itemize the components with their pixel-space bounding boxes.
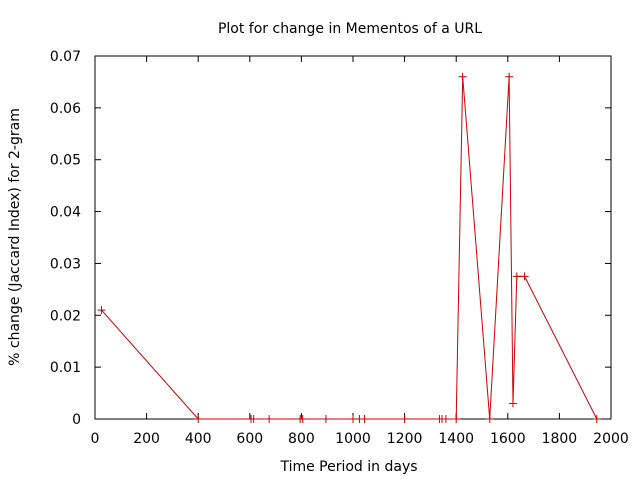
x-tick-label: 200	[133, 431, 160, 447]
data-point	[458, 72, 467, 81]
x-tick-label: 1400	[438, 431, 474, 447]
data-point	[97, 306, 106, 315]
data-point	[321, 415, 330, 423]
y-axis: 0 0.01 0.02 0.03 0.04 0.05 0.06 0.07	[50, 49, 611, 428]
data-point	[512, 272, 521, 281]
x-tick-label: 1000	[335, 431, 371, 447]
data-point	[441, 415, 450, 423]
plot-frame	[94, 55, 612, 420]
y-tick-label: 0.05	[50, 153, 81, 169]
x-tick-label: 1600	[490, 431, 526, 447]
series-layer	[97, 72, 601, 423]
data-point	[194, 415, 203, 423]
x-axis-label: Time Period in days	[279, 459, 417, 475]
y-tick-label: 0.06	[50, 101, 81, 117]
data-point	[360, 415, 369, 423]
data-point	[520, 272, 529, 281]
chart-title: Plot for change in Mementos of a URL	[218, 21, 482, 37]
data-point	[298, 415, 307, 423]
data-point	[249, 415, 258, 423]
data-point	[452, 415, 461, 423]
x-tick-label: 2000	[593, 431, 629, 447]
y-tick-label: 0.01	[50, 360, 81, 376]
y-tick-label: 0	[72, 412, 81, 428]
y-tick-label: 0.07	[50, 49, 81, 65]
x-tick-label: 0	[91, 431, 100, 447]
x-axis: 0 200 400 600 800 1000 1200 1400 1600 1800 2000	[91, 56, 629, 447]
x-tick-label: 800	[288, 431, 315, 447]
data-point	[508, 399, 517, 408]
x-tick-label: 1200	[387, 431, 423, 447]
x-tick-label: 1800	[542, 431, 578, 447]
x-tick-label: 600	[236, 431, 263, 447]
y-tick-label: 0.04	[50, 205, 81, 221]
y-tick-label: 0.02	[50, 308, 81, 324]
y-axis-label: % change (Jaccard Index) for 2-gram	[7, 108, 23, 366]
y-tick-label: 0.03	[50, 256, 81, 272]
data-point	[505, 72, 514, 81]
data-point	[265, 415, 274, 423]
data-point	[400, 415, 409, 423]
data-point	[592, 415, 601, 423]
data-point	[485, 415, 494, 423]
series-line-0	[101, 76, 598, 420]
x-tick-label: 400	[185, 431, 212, 447]
